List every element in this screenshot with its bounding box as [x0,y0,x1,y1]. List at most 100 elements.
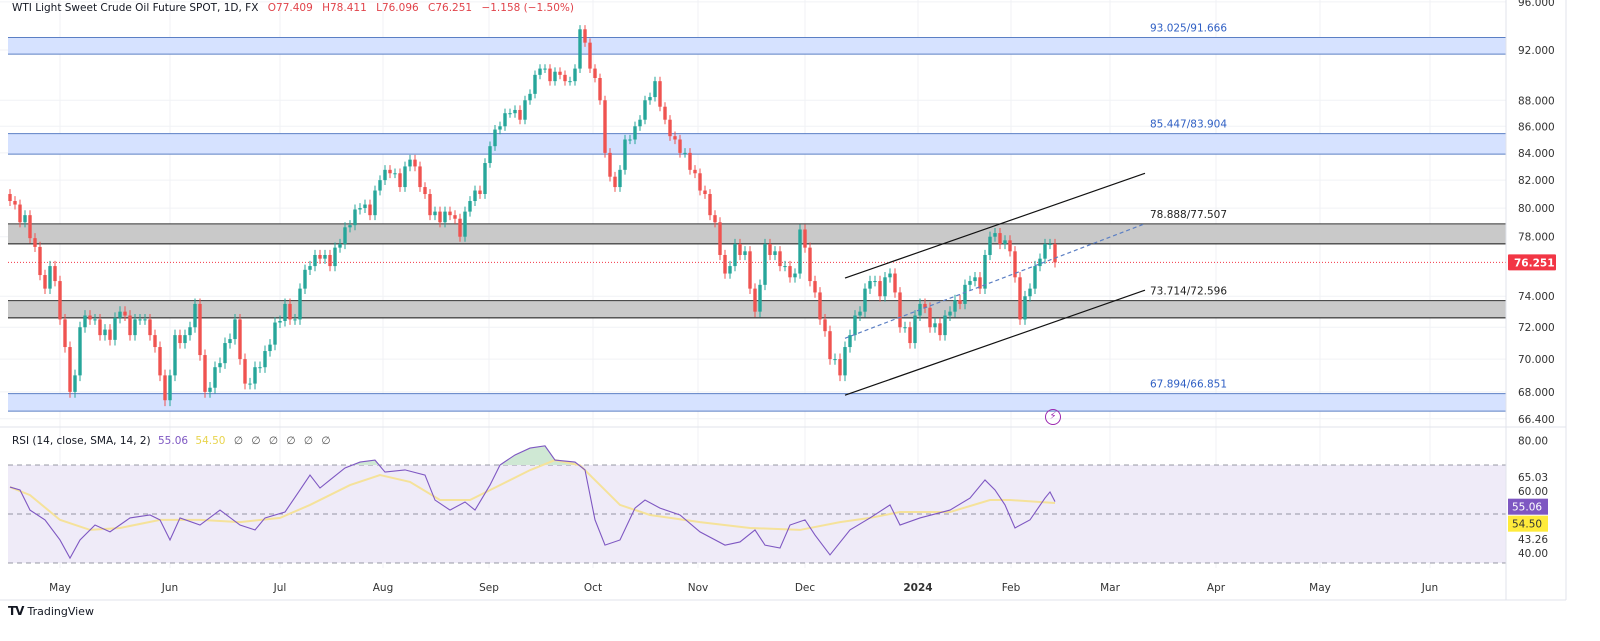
candle [908,321,912,349]
candle-body [963,284,967,304]
candle-body [293,319,297,321]
candle-body [423,187,427,195]
rsi-pane [8,445,1506,564]
candle [53,260,57,287]
candle-body [488,146,492,164]
price-tick-label: 82.000 [1518,175,1555,187]
candle-body [378,180,382,191]
channel-lower-line[interactable] [844,289,1146,396]
candle [1033,260,1037,294]
candle [693,165,697,179]
candle-body [643,100,647,120]
candle [768,238,772,261]
candle-body [393,173,397,175]
lightning-event-icon[interactable]: ⚡ [1045,409,1061,425]
candle [573,64,577,86]
rsi-empty-value: ∅ [303,435,313,447]
candle-body [348,225,352,228]
candle [333,242,337,272]
candle-body [373,190,377,216]
candle-body [138,319,142,321]
zone-gray[interactable] [8,300,1506,318]
zone-blue[interactable] [8,133,1506,155]
candle-body [38,246,42,276]
candle [123,306,127,321]
candle [1043,238,1047,264]
zone-label: 93.025/91.666 [1150,22,1227,34]
channel-upper-line[interactable] [844,172,1146,279]
candle [613,171,617,192]
candle-body [263,351,267,368]
tradingview-logo-text: TradingView [27,604,94,618]
candle-body [813,281,817,293]
time-tick-label: Apr [1207,582,1226,594]
candle [758,279,762,318]
candle-body [573,68,577,82]
candle [113,312,117,346]
candle-body [258,367,262,369]
rsi-legend[interactable]: RSI (14, close, SMA, 14, 2) 55.06 54.50 … [12,435,330,447]
candle [1018,272,1022,325]
candle [263,345,267,373]
candle-body [783,266,787,268]
candle [273,317,277,351]
candle-body [443,211,447,223]
candle-body [278,320,282,323]
candle [913,310,917,349]
candle [583,25,587,47]
candle-body [308,266,312,270]
candle [588,38,592,73]
tradingview-logo[interactable]: TV TradingView [8,604,94,618]
candle-body [658,81,662,107]
candle [198,298,202,361]
candle [338,238,342,253]
zone-blue[interactable] [8,393,1506,412]
candle-body [588,42,592,69]
candle-body [113,317,117,340]
time-axis[interactable]: May Jun Jul Aug Sep Oct Nov Dec 2024 Feb Mar Apr May… [49,582,1438,594]
candle-body [593,68,597,79]
candle-body [1023,296,1027,320]
candle [833,353,837,365]
symbol-legend[interactable]: WTI Light Sweet Crude Oil Future SPOT, 1… [12,2,574,14]
candle-body [1028,288,1032,297]
candle [88,310,92,325]
candle [753,283,757,318]
candle-body [998,233,1002,244]
candle-body [158,347,162,376]
candle [363,199,367,214]
ohlc-close: C76.251 [428,2,473,14]
candle-body [368,204,372,216]
candle [83,310,87,333]
candle-body [553,71,557,82]
candle-body [1018,277,1022,320]
candle [213,361,217,394]
price-axis[interactable]: 96.000 92.000 88.000 86.000 84.000 82.000 80.0… [1508,0,1556,560]
candle [698,168,702,196]
price-tick-label: 84.000 [1518,148,1555,160]
ascending-channel[interactable] [844,172,1146,396]
candle-body [738,243,742,255]
candle-body [273,322,277,345]
zone-gray[interactable] [8,223,1506,244]
candle [458,213,462,242]
candle-body [1008,240,1012,252]
candle-body [398,173,402,188]
candle-body [703,190,707,195]
candle [33,233,37,253]
candle [73,369,77,398]
candle-body [453,215,457,219]
candle [1008,235,1012,257]
candle-body [763,243,767,285]
candle-body [883,277,887,297]
zone-blue[interactable] [8,37,1506,55]
channel-middle-line[interactable] [844,223,1146,339]
price-tick-label: 66.400 [1518,414,1555,426]
candle-body [788,266,792,278]
candle-body [623,139,627,170]
candle [973,272,977,287]
candle-body [513,109,517,114]
candle-body [803,229,807,248]
candle-body [148,319,152,336]
